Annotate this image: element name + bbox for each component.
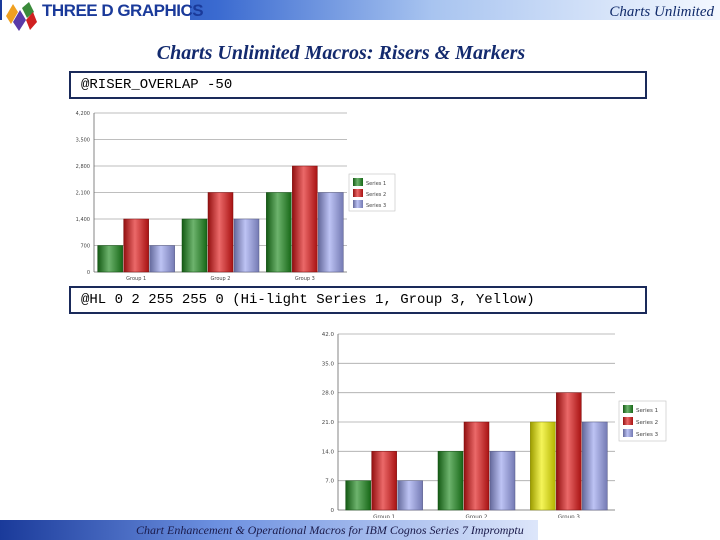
x-tick-label: Group 1	[126, 276, 146, 282]
bar-series-1-group-2	[181, 218, 208, 273]
y-tick-label: 0	[331, 508, 335, 514]
legend-label: Series 1	[636, 408, 658, 414]
x-tick-label: Group 3	[558, 515, 580, 519]
legend-label: Series 2	[636, 420, 658, 426]
logo: THREE D GRAPHICS	[2, 0, 204, 31]
bar-series-2-group-2	[463, 421, 490, 511]
macro-code-riser-overlap: @RISER_OVERLAP -50	[69, 71, 647, 99]
bar-series-3-group-3	[582, 421, 608, 511]
y-tick-label: 700	[80, 244, 90, 250]
legend-swatch	[353, 200, 363, 208]
highlight-chart: 0 7.0 14.0 21.0 28.0 35.0 42.0 Group 1 Group 2 Gr…	[322, 332, 667, 519]
y-tick-label: 14.0	[322, 449, 335, 455]
y-tick-label: 21.0	[322, 420, 335, 426]
legend-label: Series 3	[636, 432, 659, 438]
macro-code-highlight: @HL 0 2 255 255 0 (Hi-light Series 1, Gr…	[69, 286, 647, 314]
brand-label: Charts Unlimited	[609, 4, 714, 20]
y-tick-label: 42.0	[322, 332, 335, 338]
y-tick-label: 7.0	[325, 479, 334, 485]
footer-text: Chart Enhancement & Operational Macros f…	[136, 523, 524, 537]
y-tick-label: 1,400	[76, 217, 90, 223]
y-tick-label: 0	[87, 270, 90, 276]
bar-series-2-group-2	[207, 192, 234, 273]
bar-series-1-group-3	[530, 421, 556, 511]
bar-series-1-group-3	[266, 192, 292, 273]
x-tick-label: Group 3	[295, 276, 315, 282]
y-tick-label: 3,500	[76, 138, 90, 144]
legend-label: Series 3	[366, 203, 386, 209]
legend-swatch	[623, 405, 633, 413]
y-tick-label: 2,800	[76, 164, 90, 170]
bar-series-2-group-1	[123, 218, 149, 273]
logo-text: THREE D GRAPHICS	[42, 1, 204, 20]
bar-series-2-group-3	[292, 165, 318, 273]
y-tick-label: 4,200	[76, 111, 90, 117]
bar-series-3-group-2	[489, 451, 516, 511]
legend-swatch	[353, 189, 363, 197]
legend-label: Series 2	[366, 192, 386, 198]
bar-series-1-group-2	[437, 451, 464, 511]
bar-series-2-group-3	[556, 392, 582, 511]
x-tick-label: Group 1	[373, 515, 395, 519]
x-tick-label: Group 2	[211, 276, 231, 282]
legend-swatch	[353, 178, 363, 186]
y-tick-label: 35.0	[322, 361, 335, 367]
bar-series-1-group-1	[345, 480, 371, 511]
legend-swatch	[623, 417, 633, 425]
footer-bar	[0, 520, 538, 540]
x-tick-label: Group 2	[466, 515, 488, 519]
bar-series-1-group-1	[97, 245, 123, 273]
y-tick-label: 2,100	[76, 191, 90, 197]
legend-swatch	[623, 429, 633, 437]
bar-series-2-group-1	[371, 451, 397, 511]
y-tick-label: 28.0	[322, 391, 335, 397]
slide-title: Charts Unlimited Macros: Risers & Marker…	[156, 42, 526, 64]
logo-mark-icon	[6, 2, 37, 31]
bar-series-3-group-2	[233, 218, 260, 273]
riser-overlap-chart: 0 700 1,400 2,100 2,800 3,500 4,200 Group 1 Grou…	[76, 111, 396, 282]
bar-series-3-group-3	[318, 192, 344, 273]
bar-series-3-group-1	[149, 245, 175, 273]
legend-label: Series 1	[366, 181, 386, 187]
bar-series-3-group-1	[397, 480, 423, 511]
